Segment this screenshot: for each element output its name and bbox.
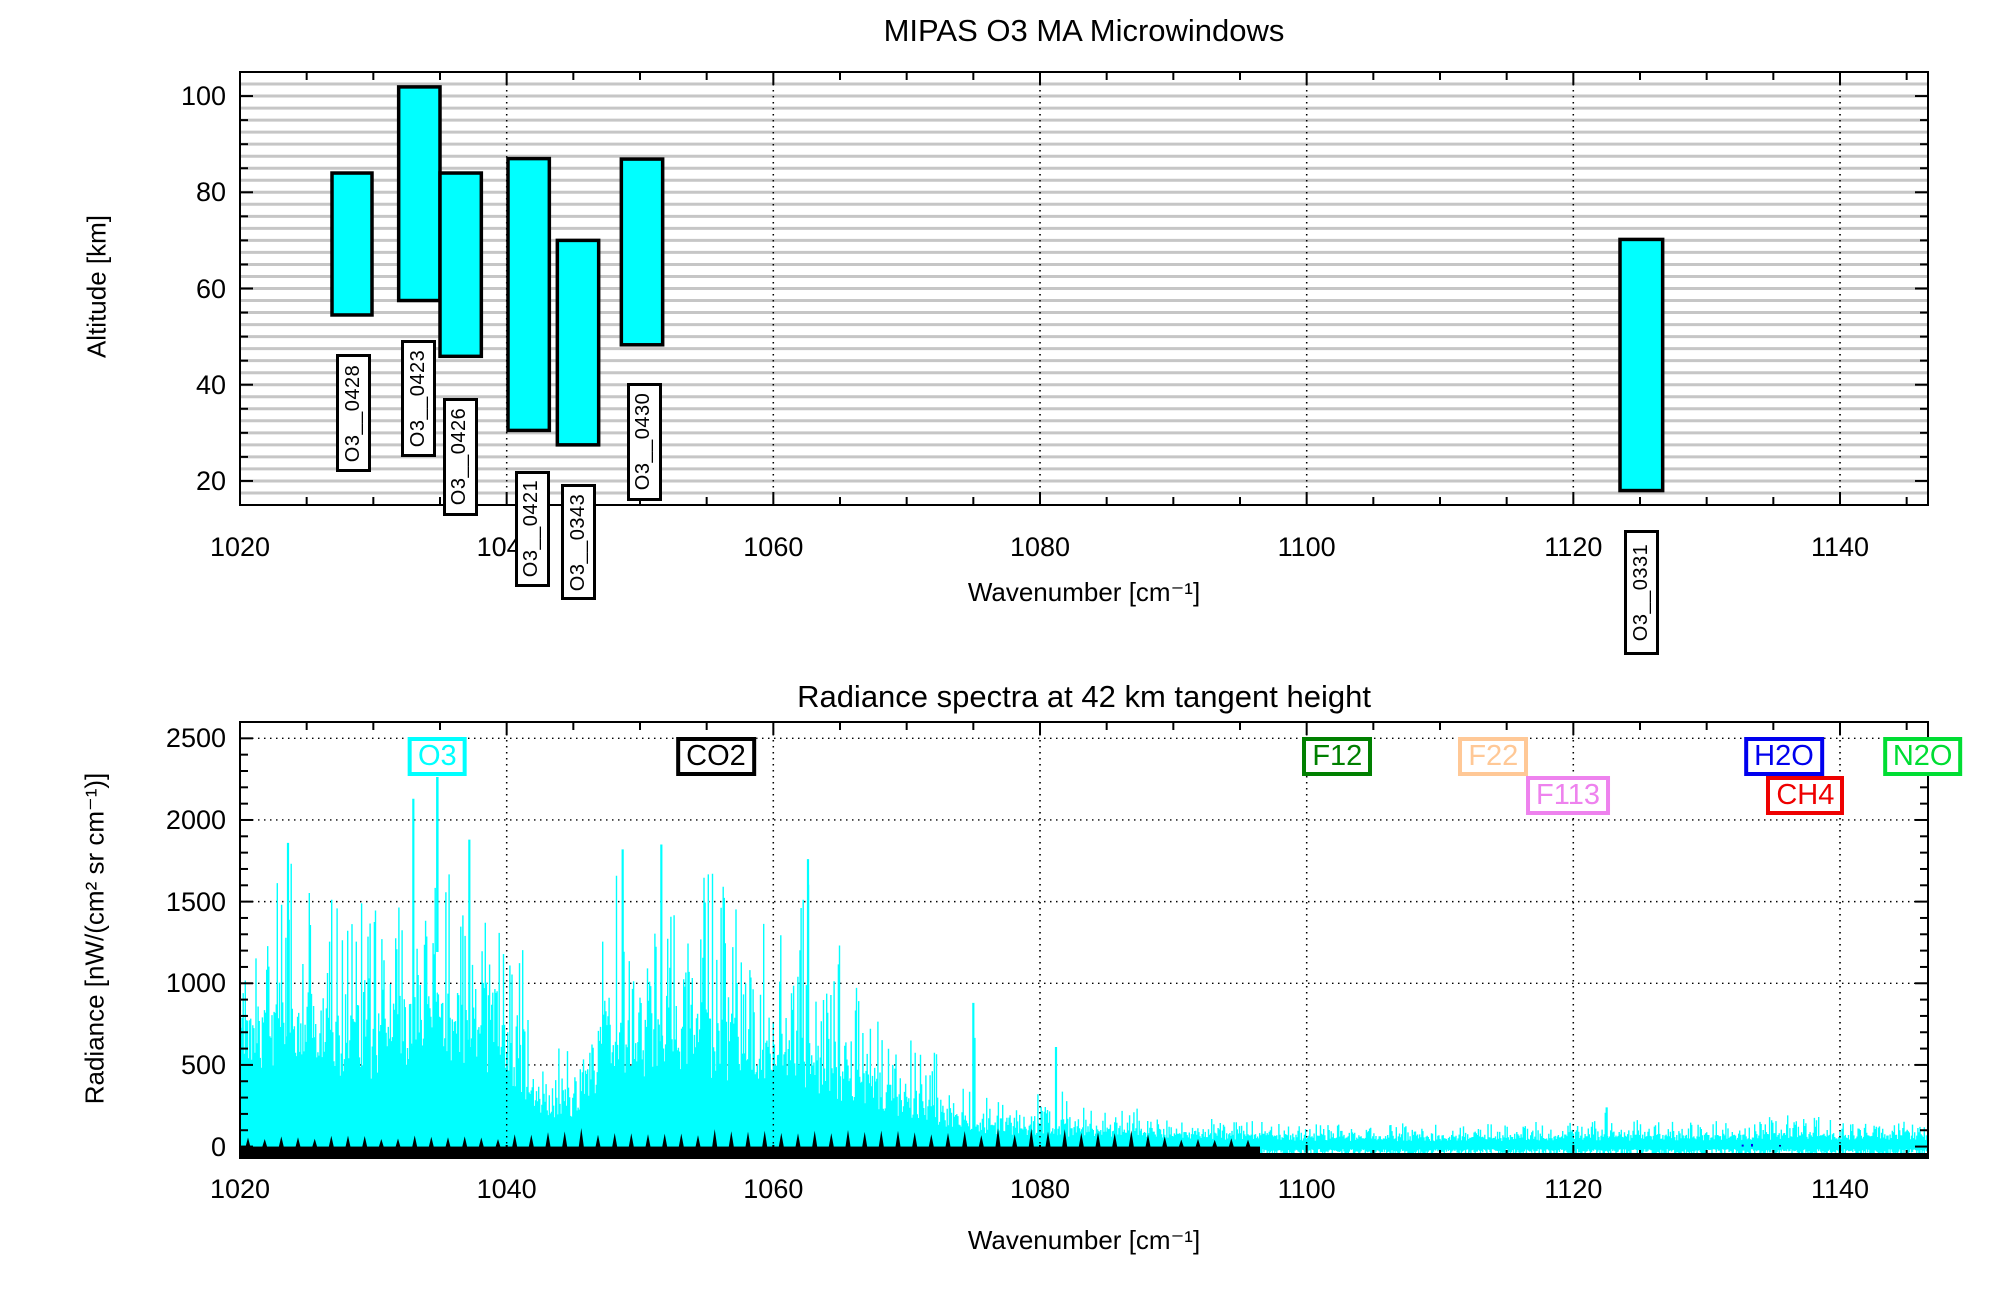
bottom-x-tick-label: 1120 xyxy=(1544,1174,1603,1204)
bottom-frame xyxy=(239,721,1929,1159)
bottom-x-axis-label: Wavenumber [cm⁻¹] xyxy=(967,1225,1201,1255)
top-x-tick-label: 1080 xyxy=(1009,532,1071,562)
top-x-tick-label: 1060 xyxy=(743,532,804,562)
top-x-axis-label: Wavenumber [cm⁻¹] xyxy=(967,577,1201,607)
microwindow-label-o3-0428: O3__0428 xyxy=(335,354,371,473)
top-y-tick-label: 60 xyxy=(195,273,226,304)
bottom-x-tick-label: 1100 xyxy=(1277,1174,1336,1204)
microwindow-bar-o3-0426 xyxy=(438,171,484,359)
bottom-x-tick-label: 1060 xyxy=(743,1174,804,1204)
top-y-tick-label: 80 xyxy=(195,177,226,208)
top-y-tick-label: 20 xyxy=(195,465,226,496)
microwindow-bar-o3-0343 xyxy=(555,238,601,447)
top-x-tick-label: 1020 xyxy=(209,532,271,562)
top-y-tick-label: 40 xyxy=(195,369,226,400)
microwindow-label-text: O3__0428 xyxy=(341,364,364,463)
microwindow-label-text: O3__0331 xyxy=(1629,543,1652,642)
top-x-tick-label: 1120 xyxy=(1544,532,1603,562)
microwindow-bar-o3-0421 xyxy=(506,156,552,433)
microwindow-bar-o3-0423 xyxy=(396,85,442,303)
molecule-label-o3: O3 xyxy=(407,737,467,776)
bottom-y-tick-label: 1000 xyxy=(165,968,226,999)
microwindow-bar-o3-0331 xyxy=(1618,237,1665,493)
top-y-tick-label: 100 xyxy=(180,81,226,112)
microwindow-label-text: O3__0426 xyxy=(448,408,471,506)
bottom-x-tick-label: 1040 xyxy=(476,1174,537,1204)
co2-marker-baseline-band xyxy=(240,1146,1260,1158)
top-chart-title: MIPAS O3 MA Microwindows xyxy=(883,13,1285,48)
bottom-x-tick-label: 1140 xyxy=(1810,1174,1870,1204)
bottom-x-tick-label: 1020 xyxy=(209,1174,271,1204)
microwindow-label-text: O3__0421 xyxy=(520,480,543,578)
co2-line-markers xyxy=(245,1128,1251,1148)
bottom-y-tick-label: 0 xyxy=(210,1131,226,1162)
bottom-y-tick-label: 500 xyxy=(180,1049,226,1080)
bottom-y-tick-label: 1500 xyxy=(165,886,226,917)
top-x-tick-label: 1140 xyxy=(1810,532,1870,562)
molecule-label-f22: F22 xyxy=(1458,737,1529,776)
bottom-x-tick-label: 1080 xyxy=(1009,1174,1071,1204)
top-frame xyxy=(239,71,1929,506)
molecule-label-h2o: H2O xyxy=(1744,737,1824,776)
microwindow-label-o3-0426: O3__0426 xyxy=(442,398,478,516)
microwindow-label-o3-0343: O3__0343 xyxy=(561,484,597,601)
microwindow-label-o3-0430: O3__0430 xyxy=(626,383,662,501)
microwindow-label-text: O3__0430 xyxy=(632,393,655,491)
o3-spectrum-trace xyxy=(239,863,1929,1155)
molecule-label-ch4: CH4 xyxy=(1766,776,1845,815)
top-x-tick-label: 1040 xyxy=(476,532,537,562)
bottom-axis-band xyxy=(240,1153,1928,1158)
microwindow-bar-o3-0428 xyxy=(330,171,374,317)
molecule-label-n2o: N2O xyxy=(1882,737,1963,776)
microwindow-label-o3-0421: O3__0421 xyxy=(514,470,550,587)
microwindow-label-text: O3__0423 xyxy=(407,349,430,448)
microwindow-bar-o3-0430 xyxy=(619,157,665,347)
microwindow-label-text: O3__0343 xyxy=(567,493,590,591)
microwindow-label-o3-0331: O3__0331 xyxy=(1623,530,1659,656)
molecule-label-co2: CO2 xyxy=(676,737,756,776)
top-x-tick-label: 1100 xyxy=(1277,532,1336,562)
bottom-y-axis-label: Radiance [nW/(cm² sr cm⁻¹)] xyxy=(79,772,110,1105)
bottom-y-tick-label: 2500 xyxy=(165,723,226,754)
bottom-chart-title: Radiance spectra at 42 km tangent height xyxy=(797,679,1371,714)
bottom-y-tick-label: 2000 xyxy=(165,804,226,835)
microwindow-label-o3-0423: O3__0423 xyxy=(401,339,437,457)
molecule-label-f12: F12 xyxy=(1302,737,1373,776)
molecule-label-f113: F113 xyxy=(1526,776,1610,815)
